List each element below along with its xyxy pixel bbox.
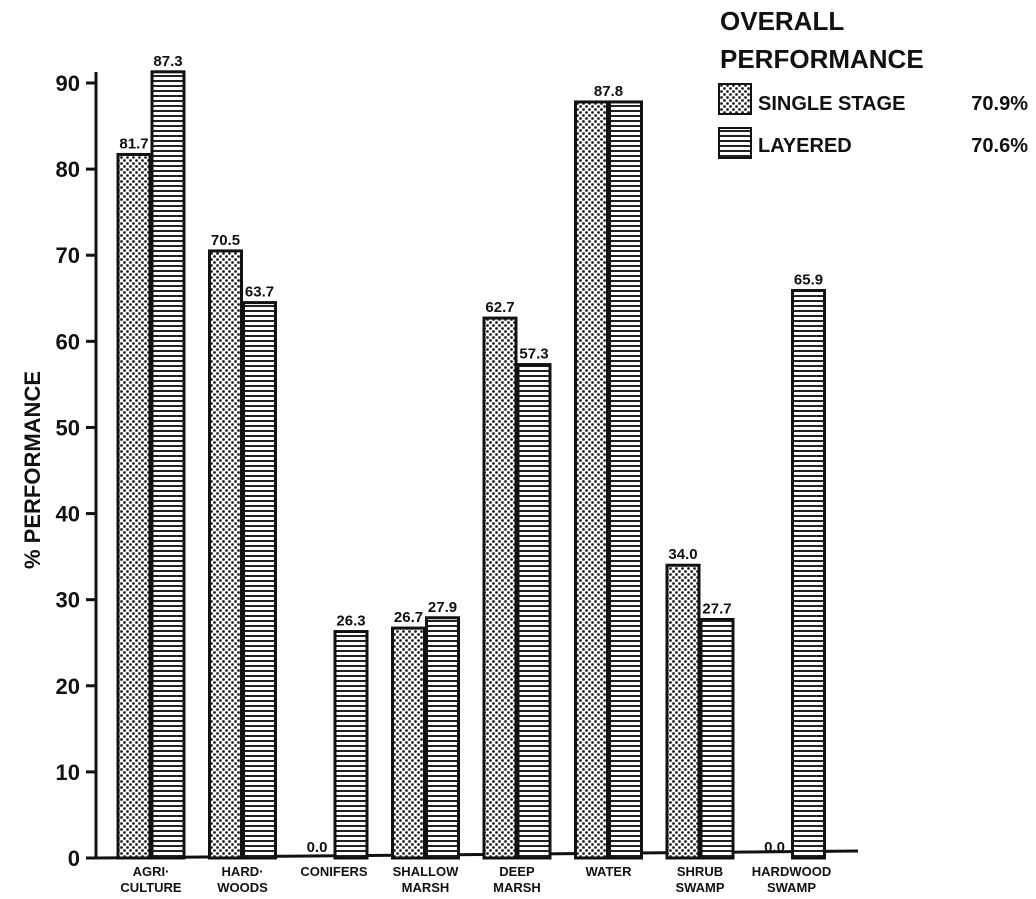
category-label: CULTURE: [120, 880, 181, 895]
bar-dots-0: [116, 152, 152, 860]
value-label: 34.0: [668, 546, 697, 563]
bar-stripes-6: [699, 617, 735, 860]
value-label: 26.7: [394, 609, 423, 626]
value-label: 87.8: [594, 83, 623, 100]
bar-dots-3: [391, 626, 426, 860]
y-tick-label: 20: [56, 674, 80, 699]
legend-label-single-stage: SINGLE STAGE: [758, 93, 905, 115]
category-label: SHALLOW: [393, 864, 459, 879]
bar-dots-6: [665, 563, 701, 860]
y-tick-label: 60: [56, 329, 80, 354]
y-tick-label: 50: [56, 415, 80, 440]
bar-stripes-2: [333, 630, 369, 860]
value-label: 27.7: [702, 600, 731, 617]
legend-title-line-2: PERFORMANCE: [720, 44, 924, 74]
bar-stripes-4: [516, 363, 552, 860]
category-label: SHRUB: [677, 864, 723, 879]
category-label: SWAMP: [767, 880, 816, 895]
y-tick-label: 90: [56, 71, 80, 96]
bar-dots-5: [574, 100, 609, 860]
y-tick-label: 40: [56, 502, 80, 527]
value-label: 81.7: [119, 135, 148, 152]
legend-value-single-stage: 70.9%: [971, 93, 1028, 115]
legend-swatch-layered: [718, 127, 752, 159]
value-label: 87.3: [153, 53, 182, 70]
value-label: 63.7: [245, 284, 274, 301]
category-label: MARSH: [402, 880, 450, 895]
legend-swatch-single-stage: [718, 83, 752, 115]
bar-stripes-1: [242, 301, 277, 860]
category-label: HARD·: [222, 864, 264, 879]
category-label: SWAMP: [675, 880, 724, 895]
value-label: 26.3: [336, 613, 365, 630]
category-label: AGRI·: [133, 864, 170, 879]
category-label: DEEP: [499, 864, 535, 879]
legend: OVERALL PERFORMANCE SINGLE STAGE 70.9% L…: [718, 6, 1028, 159]
bar-dots-1: [208, 249, 243, 860]
value-label: 57.3: [519, 346, 548, 363]
bar-dots-4: [482, 316, 518, 860]
category-label: HARDWOOD: [752, 864, 831, 879]
y-tick-label: 80: [56, 157, 80, 182]
value-label: 70.5: [211, 232, 240, 249]
category-label: MARSH: [493, 880, 541, 895]
y-tick-label: 70: [56, 243, 80, 268]
y-axis-label: % PERFORMANCE: [20, 371, 45, 569]
value-label: 27.9: [428, 599, 457, 616]
y-tick-label: 30: [56, 588, 80, 613]
category-label: CONIFERS: [300, 864, 368, 879]
legend-label-layered: LAYERED: [758, 135, 852, 157]
value-label: 65.9: [794, 272, 823, 289]
bar-stripes-0: [150, 70, 186, 860]
value-label: 0.0: [307, 839, 328, 856]
y-tick-label: 10: [56, 760, 80, 785]
legend-value-layered: 70.6%: [971, 135, 1028, 157]
legend-title-line-1: OVERALL: [720, 6, 844, 36]
bar-stripes-5: [608, 100, 643, 860]
value-label: 62.7: [485, 299, 514, 316]
y-tick-label: 0: [68, 846, 80, 871]
category-label: WATER: [586, 864, 633, 879]
category-label: WOODS: [217, 880, 268, 895]
bar-stripes-7: [791, 289, 826, 860]
bar-stripes-3: [425, 616, 460, 860]
value-label: 0.0: [764, 839, 785, 856]
